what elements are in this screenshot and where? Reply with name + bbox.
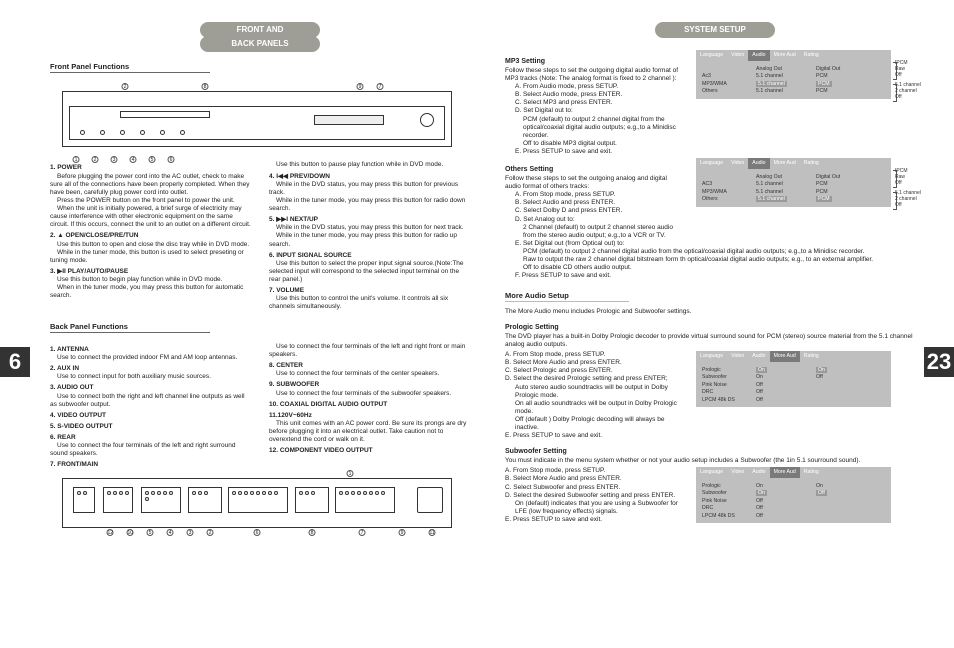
h-subwoofer: 9. SUBWOOFER [269,381,470,389]
h-volume: 7. VOLUME [269,287,470,295]
front-panel-diagram [62,91,452,147]
h-audioout: 3. AUDIO OUT [50,384,251,392]
h-component: 12. COMPONENT VIDEO OUTPUT [269,447,470,455]
h-svideo: 5. S-VIDEO OUTPUT [50,423,251,431]
right-page: SYSTEM SETUP MP3 Setting Follow these st… [505,22,925,524]
h-power: 1. POWER [50,164,251,172]
h-openclose: 2. ▲ OPEN/CLOSE/PRE/TUN [50,232,251,240]
prologic-title: Prologic Setting [505,324,925,333]
h-play: 3. ▶II PLAY/AUTO/PAUSE [50,268,251,276]
back-panel-diagram [62,478,452,528]
front-panel-text: 1. POWER Before plugging the power cord … [50,161,470,311]
page-number-left: 6 [0,347,30,377]
back-panel-text: 1. ANTENNA Use to connect the provided i… [50,343,470,470]
h-center: 8. CENTER [269,362,470,370]
h-coax: 10. COAXIAL DIGITAL AUDIO OUTPUT [269,401,470,409]
sec-front-panel: Front Panel Functions [50,62,210,73]
right-badge: SYSTEM SETUP [655,22,775,38]
left-page: FRONT AND BACK PANELS Front Panel Functi… [50,22,470,528]
h-frontmain: 7. FRONT/MAIN [50,461,251,469]
menu-box-3: Language Video Audio More Aud Rating Pro… [696,351,891,407]
menu-box-1: Language Video Audio More Aud Rating Ana… [696,50,891,99]
h-videoout: 4. VIDEO OUTPUT [50,412,251,420]
h-antenna: 1. ANTENNA [50,346,251,354]
sec-back-panel: Back Panel Functions [50,322,210,333]
sec-more-audio: More Audio Setup [505,291,629,302]
page-number-right: 23 [924,347,954,377]
h-next: 5. ▶▶I NEXT/UP [269,216,470,224]
left-badge-2: BACK PANELS [200,36,320,52]
subwoofer-setting-title: Subwoofer Setting [505,448,925,457]
menu-box-4: Language Video Audio More Aud Rating Pro… [696,467,891,523]
h-120v: 11.120V~60Hz [269,412,470,420]
h-input: 6. INPUT SIGNAL SOURCE [269,252,470,260]
mp3-title: MP3 Setting [505,58,684,67]
menu-box-2: Language Video Audio More Aud Rating Ana… [696,158,891,207]
h-rear: 6. REAR [50,434,251,442]
others-title: Others Setting [505,166,684,175]
h-prev: 4. I◀◀ PREV/DOWN [269,173,470,181]
h-auxin: 2. AUX IN [50,365,251,373]
